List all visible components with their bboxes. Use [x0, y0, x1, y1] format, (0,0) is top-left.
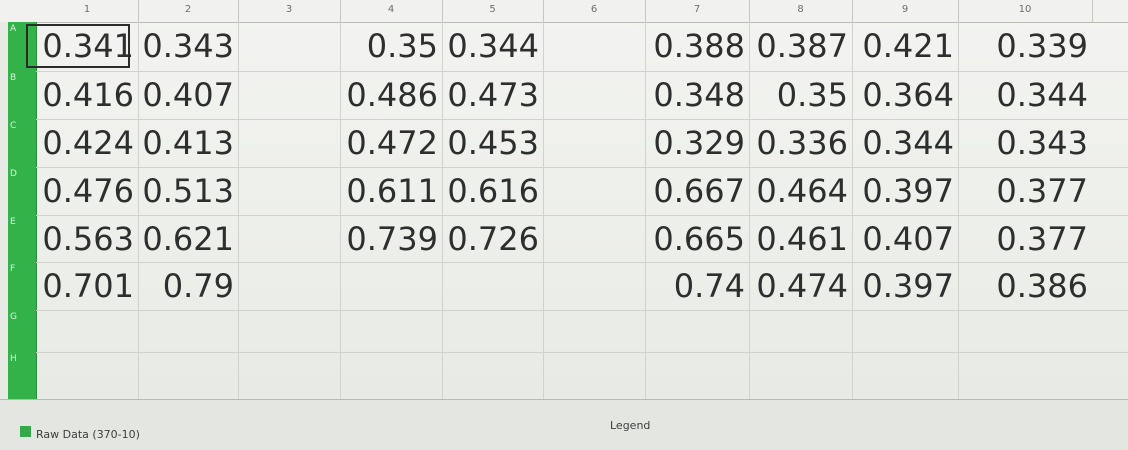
cell-C7[interactable]: 0.329 — [653, 124, 745, 162]
cell-D4[interactable]: 0.611 — [346, 172, 438, 210]
grid-column-line — [543, 22, 544, 399]
grid-row-line — [36, 262, 1128, 263]
column-header-4[interactable]: 4 — [340, 0, 443, 22]
row-header-G[interactable]: G — [10, 312, 17, 322]
grid-row-line — [36, 310, 1128, 311]
grid-row-line — [36, 352, 1128, 353]
grid-column-line — [958, 22, 959, 399]
cell-F7[interactable]: 0.74 — [673, 267, 745, 305]
column-header-1[interactable]: 1 — [36, 0, 139, 22]
row-header-bar: A B C D E F G H — [8, 22, 37, 399]
cell-C2[interactable]: 0.413 — [142, 124, 234, 162]
cell-C9[interactable]: 0.344 — [862, 124, 954, 162]
cell-A9[interactable]: 0.421 — [862, 27, 954, 65]
cell-B7[interactable]: 0.348 — [653, 76, 745, 114]
cell-B2[interactable]: 0.407 — [142, 76, 234, 114]
grid-row-line — [36, 167, 1128, 168]
grid-column-line — [645, 22, 646, 399]
cell-C4[interactable]: 0.472 — [346, 124, 438, 162]
cell-E5[interactable]: 0.726 — [447, 220, 539, 258]
cell-B10[interactable]: 0.344 — [996, 76, 1088, 114]
legend-item-label: Raw Data (370-10) — [36, 428, 140, 441]
column-header-7[interactable]: 7 — [645, 0, 750, 22]
cell-D5[interactable]: 0.616 — [447, 172, 539, 210]
cell-E4[interactable]: 0.739 — [346, 220, 438, 258]
cell-E2[interactable]: 0.621 — [142, 220, 234, 258]
grid-column-line — [238, 22, 239, 399]
grid-row-line — [36, 119, 1128, 120]
legend-panel — [0, 399, 1128, 450]
grid-column-line — [340, 22, 341, 399]
legend-title: Legend — [610, 419, 651, 432]
cell-F1[interactable]: 0.701 — [42, 267, 134, 305]
grid-column-line — [138, 22, 139, 399]
cell-B5[interactable]: 0.473 — [447, 76, 539, 114]
cell-A7[interactable]: 0.388 — [653, 27, 745, 65]
cell-C8[interactable]: 0.336 — [756, 124, 848, 162]
cell-C1[interactable]: 0.424 — [42, 124, 134, 162]
cell-E1[interactable]: 0.563 — [42, 220, 134, 258]
cell-B1[interactable]: 0.416 — [42, 76, 134, 114]
cell-C10[interactable]: 0.343 — [996, 124, 1088, 162]
column-header-8[interactable]: 8 — [749, 0, 853, 22]
cell-A8[interactable]: 0.387 — [756, 27, 848, 65]
cell-E10[interactable]: 0.377 — [996, 220, 1088, 258]
column-header-2[interactable]: 2 — [138, 0, 239, 22]
cell-E9[interactable]: 0.407 — [862, 220, 954, 258]
cell-E8[interactable]: 0.461 — [756, 220, 848, 258]
grid-row-line — [36, 215, 1128, 216]
cell-A4[interactable]: 0.35 — [366, 27, 438, 65]
column-header-bar: 1 2 3 4 5 6 7 8 9 10 — [0, 0, 1128, 23]
cell-D1[interactable]: 0.476 — [42, 172, 134, 210]
grid-column-line — [442, 22, 443, 399]
cell-F8[interactable]: 0.474 — [756, 267, 848, 305]
cell-B9[interactable]: 0.364 — [862, 76, 954, 114]
row-header-D[interactable]: D — [10, 169, 17, 179]
row-header-A[interactable]: A — [10, 24, 17, 34]
cell-C5[interactable]: 0.453 — [447, 124, 539, 162]
column-header-9[interactable]: 9 — [852, 0, 959, 22]
row-header-C[interactable]: C — [10, 121, 17, 131]
cell-D7[interactable]: 0.667 — [653, 172, 745, 210]
cell-B8[interactable]: 0.35 — [776, 76, 848, 114]
grid-column-line — [852, 22, 853, 399]
legend-swatch-raw-data — [20, 426, 31, 437]
column-header-10[interactable]: 10 — [958, 0, 1093, 22]
cell-A10[interactable]: 0.339 — [996, 27, 1088, 65]
cell-F9[interactable]: 0.397 — [862, 267, 954, 305]
row-header-B[interactable]: B — [10, 73, 17, 83]
row-header-F[interactable]: F — [10, 264, 16, 274]
cell-F10[interactable]: 0.386 — [996, 267, 1088, 305]
column-header-3[interactable]: 3 — [238, 0, 341, 22]
cell-A5[interactable]: 0.344 — [447, 27, 539, 65]
cell-D9[interactable]: 0.397 — [862, 172, 954, 210]
cell-D2[interactable]: 0.513 — [142, 172, 234, 210]
cell-grid[interactable]: 0.341 0.343 0.35 0.344 0.388 0.387 0.421 0.339 0… — [36, 22, 1128, 399]
cell-B4[interactable]: 0.486 — [346, 76, 438, 114]
row-header-H[interactable]: H — [10, 354, 17, 364]
cell-E7[interactable]: 0.665 — [653, 220, 745, 258]
cell-F2[interactable]: 0.79 — [162, 267, 234, 305]
cell-D8[interactable]: 0.464 — [756, 172, 848, 210]
cell-A2[interactable]: 0.343 — [142, 27, 234, 65]
grid-row-line — [36, 71, 1128, 72]
column-header-5[interactable]: 5 — [442, 0, 544, 22]
row-header-E[interactable]: E — [10, 217, 16, 227]
column-header-6[interactable]: 6 — [543, 0, 646, 22]
cell-D10[interactable]: 0.377 — [996, 172, 1088, 210]
cell-A1[interactable]: 0.341 — [42, 27, 134, 65]
grid-column-line — [749, 22, 750, 399]
